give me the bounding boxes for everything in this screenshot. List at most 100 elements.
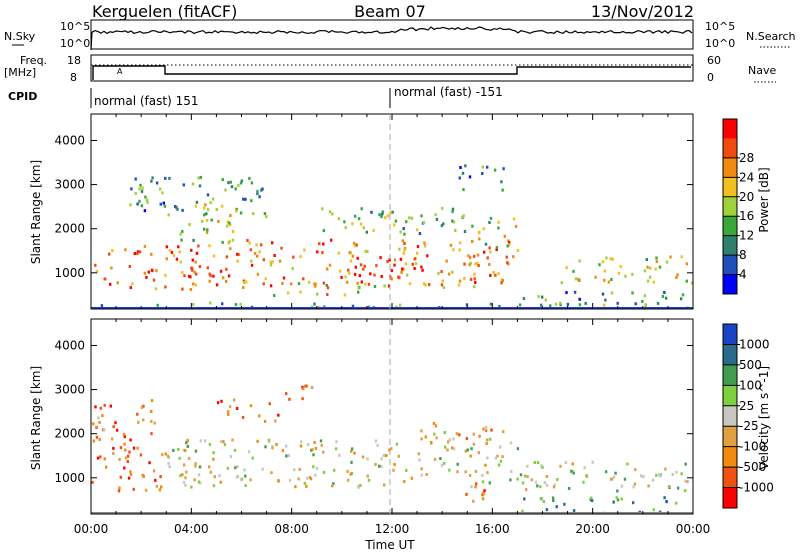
velocity-cell (118, 486, 121, 490)
power-ytick-label: 2000 (54, 222, 85, 236)
power-cell (208, 272, 211, 276)
velocity-cell (179, 474, 182, 478)
power-cell (512, 255, 515, 259)
velocity-cell (150, 419, 153, 423)
velocity-cell (392, 468, 395, 472)
power-cell (346, 280, 349, 284)
power-cell (360, 280, 363, 284)
power-cell (402, 251, 405, 255)
power-cell (359, 222, 363, 226)
power-cell (477, 264, 480, 267)
power-cell (369, 272, 372, 276)
velocity-cell (197, 480, 201, 484)
velocity-colorbar-tick-label: 500 (739, 358, 762, 372)
power-cell (415, 251, 419, 255)
power-cell (458, 279, 462, 283)
velocity-cell (300, 440, 303, 444)
power-cell (250, 263, 254, 267)
power-cell (572, 269, 575, 273)
power-cell (203, 213, 206, 217)
velocity-cell (194, 449, 198, 453)
power-cell (256, 192, 259, 196)
velocity-cell (433, 457, 437, 461)
velocity-cell (235, 407, 239, 410)
power-cell (351, 304, 355, 308)
velocity-cell (97, 416, 100, 420)
power-cell (256, 254, 259, 258)
velocity-cell (651, 478, 655, 482)
power-cell (255, 243, 258, 247)
power-cell (146, 200, 149, 204)
power-cell (447, 272, 451, 276)
velocity-cell (277, 479, 280, 483)
velocity-colorbar-segment (723, 446, 737, 468)
velocity-cell (440, 463, 444, 467)
power-cell (393, 258, 397, 262)
velocity-cell (374, 439, 378, 443)
power-x-ticks (90, 114, 694, 309)
velocity-colorbar-segment (723, 344, 737, 366)
velocity-cell (312, 453, 315, 457)
power-cell (507, 239, 510, 243)
velocity-cell (184, 449, 187, 453)
power-cell (206, 228, 209, 232)
velocity-cell (115, 428, 119, 432)
power-cell (468, 256, 472, 260)
velocity-cell (285, 444, 288, 448)
power-cell (210, 218, 213, 222)
power-cell (477, 231, 481, 235)
power-cell (111, 249, 114, 253)
power-cell (665, 260, 669, 264)
power-cell (165, 257, 168, 261)
power-cell (422, 282, 426, 286)
power-cell (150, 252, 153, 256)
velocity-cell (424, 435, 427, 439)
velocity-ytick-label: 4000 (54, 338, 85, 352)
velocity-cell (563, 502, 566, 506)
velocity-cell (264, 445, 267, 449)
power-cell (209, 201, 212, 205)
power-cell (229, 247, 232, 251)
power-cell (222, 276, 225, 280)
power-cell (379, 256, 382, 260)
velocity-cell (204, 439, 207, 443)
power-cell (95, 269, 99, 273)
velocity-cell (521, 481, 525, 485)
power-cell (505, 255, 508, 259)
velocity-cell (585, 474, 589, 478)
velocity-cell (395, 442, 398, 446)
power-cell (271, 241, 274, 245)
velocity-cell (137, 420, 140, 424)
power-cell (500, 180, 503, 184)
freq-label-line1: Freq. (20, 54, 47, 67)
velocity-cell (468, 474, 472, 477)
velocity-cell (91, 480, 94, 484)
velocity-cell (620, 497, 623, 501)
velocity-cell (222, 440, 225, 444)
velocity-cell (208, 442, 212, 446)
power-cell (478, 237, 481, 241)
power-cell (607, 280, 611, 284)
power-cell (340, 275, 343, 279)
velocity-cell (366, 457, 369, 461)
power-cell (469, 277, 473, 281)
velocity-cell (333, 468, 336, 472)
power-colorbar-tick-label: 16 (739, 209, 754, 223)
power-cell (690, 281, 693, 285)
power-colorbar-segment (723, 255, 737, 275)
velocity-cell (119, 475, 122, 479)
velocity-x-ticks (90, 319, 694, 514)
velocity-cell (251, 456, 254, 460)
power-cell (164, 285, 167, 289)
power-cell (221, 240, 224, 244)
velocity-cell (229, 455, 233, 459)
velocity-colorbar-segment (723, 487, 737, 509)
velocity-cell (227, 410, 230, 413)
velocity-cell (160, 485, 163, 489)
power-cell (193, 270, 196, 274)
velocity-cell (477, 451, 480, 455)
power-cell (578, 303, 582, 307)
power-cell (323, 305, 326, 309)
velocity-cell (112, 446, 115, 450)
velocity-cell (103, 403, 106, 407)
